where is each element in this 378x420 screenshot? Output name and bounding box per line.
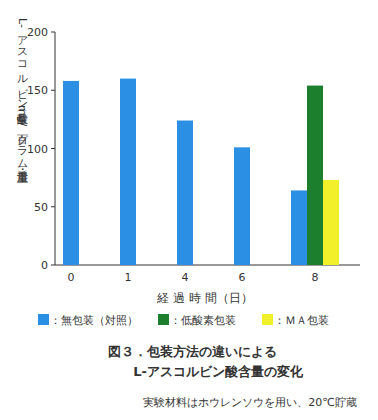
y-tick <box>51 32 55 33</box>
bars <box>63 79 339 265</box>
annotation: 実験材料はホウレンソウを用い、20℃貯蔵 <box>143 396 356 409</box>
y-tick-label: 150 <box>27 84 48 97</box>
chart: 0 50 100 150 200L-アスコルビン酸量（mg/百グラム・湿重量） 0 1 4 6 8… <box>0 0 378 420</box>
y-tick-label: 100 <box>27 143 48 156</box>
x-tick-label: 8 <box>312 271 319 284</box>
bar <box>63 81 79 265</box>
x-tick-label: 6 <box>239 271 246 284</box>
y-tick-label: 200 <box>27 26 48 39</box>
y-tick <box>51 148 55 149</box>
x-tick-label: 1 <box>125 271 132 284</box>
x-tick-label: 4 <box>182 271 189 284</box>
y-tick-label: 50 <box>34 201 48 214</box>
legend-swatch <box>158 314 169 325</box>
y-tick <box>51 90 55 91</box>
y-axis-label: L-アスコルビン酸量（mg/百グラム・湿重量） <box>16 18 29 183</box>
bar <box>291 190 307 265</box>
bar <box>307 86 323 265</box>
legend-label: ：低酸素包装 <box>170 314 236 327</box>
bar <box>120 79 136 265</box>
legend-swatch <box>38 314 49 325</box>
x-tick-label: 0 <box>68 271 75 284</box>
y-tick <box>51 206 55 207</box>
legend-label: ：ＭＡ包装 <box>274 314 329 327</box>
y-tick-label: 0 <box>41 259 48 272</box>
bar <box>234 147 250 265</box>
y-tick <box>51 265 55 266</box>
legend-label: ：無包装（対照） <box>50 314 138 327</box>
bar <box>323 180 339 265</box>
bar <box>177 121 193 265</box>
legend-swatch <box>262 314 273 325</box>
subtitle: L-アスコルビン酸含量の変化 <box>133 364 304 379</box>
x-axis-label: 経 過 時 間（日） <box>156 291 252 305</box>
title: 図３．包装方法の違いによる <box>108 344 277 359</box>
